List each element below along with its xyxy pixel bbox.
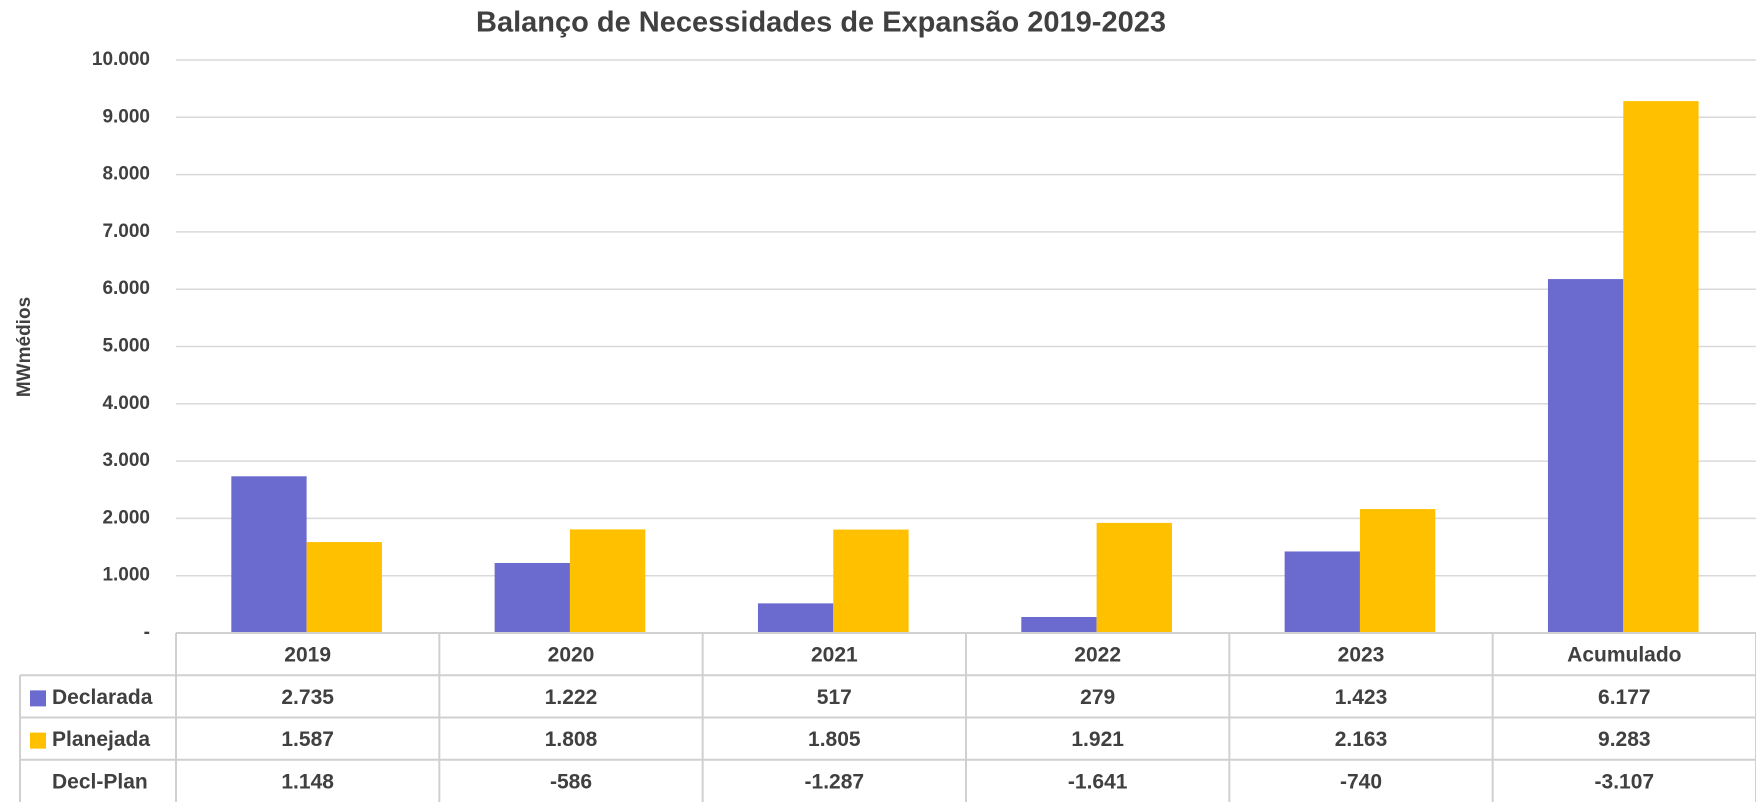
y-tick-label: 4.000: [102, 393, 150, 414]
chart-title: Balanço de Necessidades de Expansão 2019…: [476, 7, 1166, 39]
row-label: Decl-Plan: [52, 770, 148, 793]
x-tick-label: 2022: [1074, 644, 1121, 667]
bar: [1623, 101, 1699, 633]
data-label: -1.287: [805, 770, 865, 793]
bar: [1284, 551, 1360, 633]
bar: [231, 476, 307, 633]
y-tick-label: 1.000: [102, 565, 150, 586]
data-label: 6.177: [1598, 686, 1651, 709]
y-tick-label: 7.000: [102, 221, 150, 242]
bar: [1096, 522, 1172, 633]
y-tick-label: 5.000: [102, 336, 150, 357]
bar: [833, 529, 909, 633]
y-tick-label: 2.000: [102, 507, 150, 528]
data-label: -740: [1340, 770, 1382, 793]
y-tick-label: 10.000: [92, 49, 150, 70]
data-label: 1.148: [281, 770, 334, 793]
x-tick-label: 2023: [1338, 644, 1385, 667]
legend-swatch: [30, 732, 46, 749]
bar: [494, 562, 570, 633]
x-tick-label: Acumulado: [1567, 644, 1681, 667]
y-tick-label: 9.000: [102, 106, 150, 127]
y-tick-label: -: [144, 622, 150, 643]
data-label: 1.423: [1335, 686, 1388, 709]
data-label: 2.735: [281, 686, 334, 709]
x-tick-label: 2021: [811, 644, 858, 667]
bar: [306, 542, 382, 633]
data-label: 1.587: [281, 728, 334, 751]
y-tick-label: 8.000: [102, 164, 150, 185]
bar: [1359, 509, 1436, 633]
data-label: 1.921: [1071, 728, 1124, 751]
x-tick-label: 2019: [284, 644, 331, 667]
data-label: 279: [1080, 686, 1115, 709]
data-label: 2.163: [1335, 728, 1388, 751]
bar: [1547, 279, 1624, 633]
bar: [757, 603, 834, 633]
data-label: 1.222: [545, 686, 598, 709]
data-label: 517: [817, 686, 852, 709]
legend-label: Declarada: [52, 686, 153, 709]
data-label: 9.283: [1598, 728, 1651, 751]
legend-swatch: [30, 690, 46, 707]
data-label: -3.107: [1595, 770, 1655, 793]
bar: [569, 529, 646, 633]
data-label: 1.805: [808, 728, 861, 751]
data-label: -586: [550, 770, 592, 793]
y-tick-label: 6.000: [102, 278, 150, 299]
data-label: -1.641: [1068, 770, 1128, 793]
y-tick-label: 3.000: [102, 450, 150, 471]
legend-label: Planejada: [52, 728, 150, 751]
y-axis-label: MWmédios: [14, 297, 35, 397]
x-tick-label: 2020: [548, 644, 595, 667]
bar: [1021, 617, 1097, 633]
data-label: 1.808: [545, 728, 598, 751]
